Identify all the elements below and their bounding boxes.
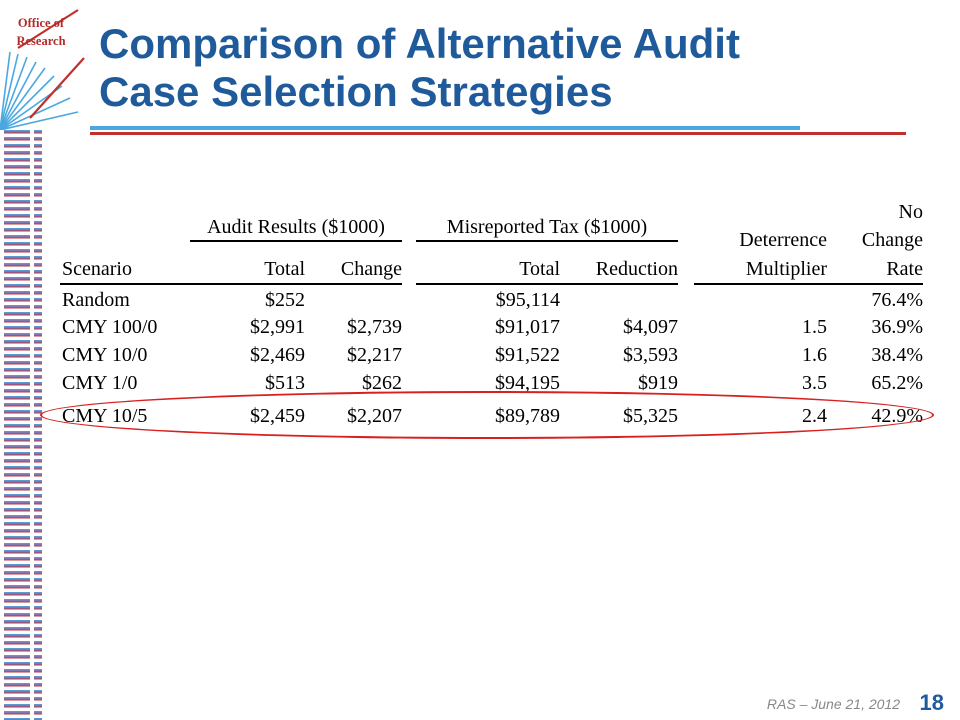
cell-scenario: CMY 10/0 [62,344,148,366]
highlight-oval [40,391,934,439]
header-change: Change [861,229,923,251]
title-underline-blue [90,126,800,130]
header-audit-results: Audit Results ($1000) [207,216,385,238]
slide-title: Comparison of Alternative Audit Case Sel… [99,20,740,116]
rule-header-left [60,283,402,285]
cell-rate: 76.4% [871,289,923,311]
slide-footer: RAS – June 21, 2012 18 [0,690,960,715]
title-line-1: Comparison of Alternative Audit [99,20,740,67]
cell-tax-total: $95,114 [495,289,560,311]
cell-audit-total: $252 [265,289,305,311]
cell-multiplier: 1.6 [802,344,827,366]
cell-audit-change: $262 [362,372,402,394]
cell-audit-total: $2,991 [250,316,305,338]
logo-rays-icon [0,9,85,131]
col-audit-change: Change [340,258,402,280]
cell-rate: 65.2% [871,372,923,394]
col-tax-total: Total [519,258,560,280]
cell-multiplier: 3.5 [802,372,827,394]
cell-audit-change: $2,217 [347,344,402,366]
decorative-stripes [0,130,48,720]
cell-reduction: $3,593 [623,344,678,366]
title-line-2: Case Selection Strategies [99,68,613,115]
title-underline-red [90,132,906,135]
cell-multiplier: 1.5 [802,316,827,338]
col-multiplier: Multiplier [745,258,827,280]
rule-header-right [694,283,923,285]
header-no: No [898,201,923,223]
rule-misreported-tax [416,240,678,242]
rule-audit-results [190,240,402,242]
col-audit-total: Total [264,258,305,280]
cell-audit-change: $2,739 [347,316,402,338]
header-deterrence: Deterrence [739,229,827,251]
logo-line-1: Office of [17,16,65,30]
col-rate: Rate [886,258,923,280]
cell-rate: 38.4% [871,344,923,366]
cell-tax-total: $91,522 [495,344,560,366]
cell-rate: 36.9% [871,316,923,338]
cell-reduction: $919 [638,372,678,394]
cell-audit-total: $513 [265,372,305,394]
page-number: 18 [919,690,944,715]
cell-scenario: CMY 1/0 [62,372,138,394]
rule-header-mid [416,283,678,285]
col-reduction: Reduction [595,258,678,280]
footer-text: RAS – June 21, 2012 [766,696,900,712]
office-logo: Office of Research [0,0,86,131]
cell-tax-total: $94,195 [495,372,560,394]
logo-text: Office of Research [9,14,73,50]
logo-line-2: Research [16,34,66,48]
cell-reduction: $4,097 [623,316,678,338]
col-scenario: Scenario [62,258,132,280]
cell-scenario: CMY 100/0 [62,316,158,338]
header-misreported-tax: Misreported Tax ($1000) [446,216,648,238]
cell-tax-total: $91,017 [495,316,560,338]
cell-scenario: Random [62,289,130,311]
cell-audit-total: $2,469 [250,344,305,366]
